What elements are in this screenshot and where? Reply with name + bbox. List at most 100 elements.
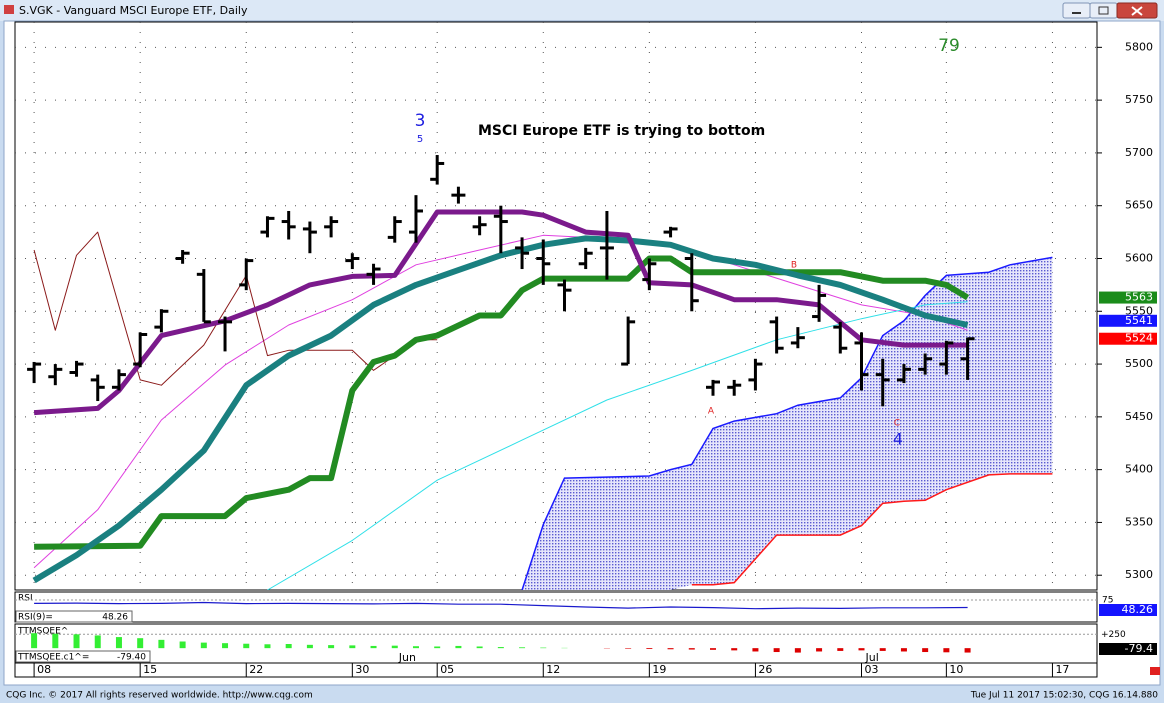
y-tick-label: 5500	[1125, 357, 1153, 370]
rsi-last-box	[1099, 604, 1157, 616]
y-tick-label: 5400	[1125, 463, 1153, 476]
indicator-line	[33, 209, 968, 416]
histogram-bar	[964, 648, 971, 653]
histogram-bar	[709, 648, 716, 650]
x-tick-label: 22	[249, 663, 263, 676]
readout-label: TTMSQEE.c1^=	[17, 653, 89, 663]
annotation: MSCI Europe ETF is trying to bottom	[478, 123, 765, 139]
histogram-bar	[370, 645, 377, 649]
histogram-bar	[391, 645, 398, 649]
ttm-panel	[14, 623, 1098, 664]
panel-label: RSI	[18, 594, 33, 604]
histogram-bar	[264, 644, 271, 649]
histogram-bar	[752, 648, 759, 652]
cloud-lower	[691, 473, 1053, 586]
readout-box	[15, 610, 133, 623]
maximize-button[interactable]	[1089, 2, 1118, 19]
histogram-bar	[540, 647, 547, 649]
count-label: 79	[938, 36, 960, 56]
last-value-box	[1099, 291, 1157, 304]
x-tick-label: 15	[143, 663, 157, 676]
readout-value: 48.26	[102, 613, 128, 623]
histogram-bar	[900, 648, 907, 652]
histogram-bar	[94, 635, 101, 649]
panel-label: TTMSQEE^	[17, 627, 68, 637]
point-label: B	[791, 261, 797, 271]
cloud-area	[522, 257, 1053, 590]
histogram-bar	[434, 646, 441, 649]
last-value-label: 5563	[1125, 291, 1153, 304]
y-tick-label: 5800	[1125, 40, 1153, 53]
histogram-bar	[31, 633, 38, 649]
y-tick-label: 75	[1102, 596, 1113, 606]
rsi-panel	[14, 591, 1098, 623]
x-tick-label: 05	[440, 663, 454, 676]
histogram-bar	[222, 643, 229, 649]
histogram-bar	[328, 645, 335, 649]
price-plot	[15, 22, 1097, 590]
x-tick-label: 30	[355, 663, 369, 676]
month-label: Jul	[865, 651, 879, 664]
last-value-box	[1099, 314, 1157, 327]
ttm-last-box	[1099, 643, 1157, 655]
histogram-bar	[412, 646, 419, 649]
histogram-bar	[731, 648, 738, 651]
histogram-bar	[73, 634, 80, 649]
ttm-last-value: -79.4	[1125, 642, 1153, 655]
y-tick-label: 5350	[1125, 515, 1153, 528]
histogram-bar	[688, 648, 695, 650]
rsi-last-value: 48.26	[1122, 603, 1154, 616]
histogram-bar	[794, 648, 801, 653]
histogram-bar	[455, 645, 462, 649]
last-value-box	[1099, 332, 1157, 345]
app-icon	[4, 5, 14, 14]
histogram-bar	[115, 637, 122, 649]
x-tick-label: 12	[546, 663, 560, 676]
histogram-bar	[879, 648, 886, 651]
indicator-line	[267, 301, 968, 590]
date-strip	[14, 662, 1098, 678]
footer-left: CQG Inc. © 2017 All rights reserved worl…	[6, 691, 313, 701]
y-tick-label: 5450	[1125, 410, 1153, 423]
readout-label: RSI(9)=	[18, 613, 53, 623]
minimize-button[interactable]	[1062, 2, 1091, 19]
histogram-bar	[497, 647, 504, 649]
y-tick-label: 5700	[1125, 146, 1153, 159]
x-tick-label: 03	[865, 663, 879, 676]
histogram-bar	[773, 648, 780, 653]
last-value-label: 5524	[1125, 332, 1153, 345]
y-tick-label: 5550	[1125, 304, 1153, 317]
x-tick-label: 19	[652, 663, 666, 676]
indicator-line	[32, 235, 969, 584]
x-tick-label: 26	[758, 663, 772, 676]
maximize-glyph	[1098, 6, 1109, 15]
wave-label: 4	[893, 430, 903, 449]
title-bar	[0, 0, 1164, 21]
readout-box	[15, 650, 151, 663]
histogram-bar	[285, 644, 292, 649]
month-label: Jun	[398, 651, 416, 664]
histogram-bar	[179, 641, 186, 649]
histogram-bar	[858, 648, 865, 651]
histogram-bar	[306, 644, 313, 649]
y-tick-label: 5600	[1125, 251, 1153, 264]
indicator-line	[34, 255, 970, 550]
histogram-bar	[922, 648, 929, 653]
cloud-upper	[521, 256, 1053, 590]
histogram-bar	[349, 645, 356, 649]
y-tick-label: 5300	[1125, 568, 1153, 581]
rsi-line	[34, 601, 968, 610]
histogram-bar	[646, 648, 653, 649]
close-glyph	[1131, 6, 1143, 16]
histogram-bar	[519, 647, 526, 649]
scroll-arrow[interactable]	[1150, 667, 1160, 675]
wave-label: 3	[415, 111, 426, 131]
x-tick-label: 08	[37, 663, 51, 676]
indicator-line	[33, 234, 968, 569]
x-tick-label: 17	[1055, 663, 1069, 676]
histogram-bar	[200, 642, 207, 649]
histogram-bar	[158, 639, 165, 649]
window-title: S.VGK - Vanguard MSCI Europe ETF, Daily	[19, 4, 248, 17]
